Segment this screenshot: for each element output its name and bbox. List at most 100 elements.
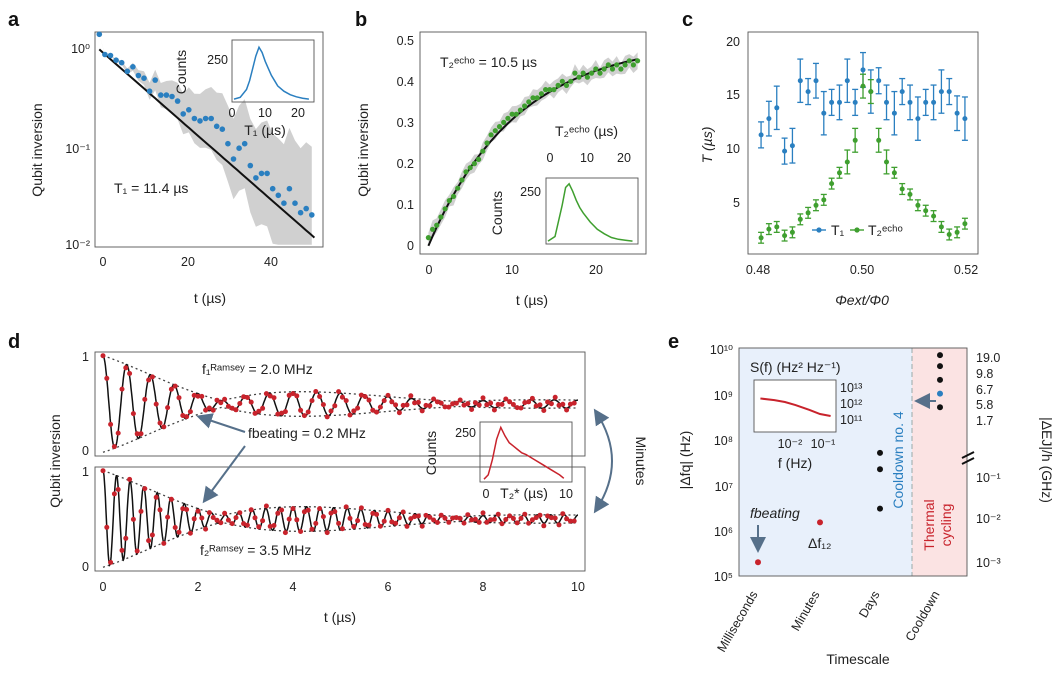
panel-a-frame — [94, 31, 324, 248]
d-data-point — [309, 526, 315, 532]
d-data-point — [130, 516, 136, 522]
d-data-point — [199, 393, 205, 399]
panel-b-frame — [419, 31, 647, 255]
d-data-point — [408, 393, 414, 399]
d-data-point — [484, 402, 490, 408]
d-data-point — [214, 517, 220, 523]
b-data-point — [442, 206, 448, 212]
a-data-point — [141, 75, 147, 81]
d-data-point — [275, 411, 281, 417]
e-inset-ytick: 10¹² — [840, 397, 862, 411]
a-data-point — [213, 123, 220, 130]
a-ytick: 10⁰ — [71, 42, 90, 56]
b-data-point — [618, 66, 624, 72]
d-ytick: 0 — [82, 560, 89, 574]
e-ytick: 10⁹ — [714, 389, 733, 403]
c-data-point — [923, 99, 929, 105]
e-ytick: 10⁵ — [714, 570, 733, 584]
panel-d-top-frame — [94, 351, 586, 457]
b-data-point — [609, 66, 616, 72]
d-data-point — [256, 524, 262, 530]
d-data-point — [495, 511, 501, 517]
a-inset-xtick: 10 — [258, 106, 272, 120]
d-data-point — [404, 523, 410, 529]
d-data-point — [149, 532, 155, 538]
e-y2tick: 5.8 — [976, 398, 993, 412]
d-data-point — [233, 515, 239, 521]
d-data-point — [146, 377, 152, 383]
a-fit-label: T₁ = 11.4 µs — [114, 180, 188, 196]
a-data-point — [269, 185, 276, 192]
b-data-point — [534, 95, 540, 101]
c-data-point — [774, 224, 780, 230]
d-data-point — [442, 515, 448, 521]
d-data-point — [328, 510, 334, 516]
d-data-point — [313, 389, 319, 394]
d-data-point — [431, 396, 437, 402]
c-data-point — [868, 89, 874, 95]
c-data-point — [946, 232, 952, 237]
d-data-point — [529, 517, 535, 523]
d-data-point — [408, 516, 414, 522]
c-data-point — [954, 229, 960, 235]
b-inset-title: T₂ᵉᶜʰᵒ (µs) — [555, 123, 618, 139]
d-data-point — [290, 506, 296, 512]
d-data-point — [210, 515, 216, 520]
b-data-point — [425, 235, 431, 241]
d-data-point — [461, 520, 467, 526]
d-minutes-label: Minutes — [633, 436, 649, 485]
d-data-point — [104, 375, 110, 381]
d-data-point — [237, 401, 243, 406]
d-data-point — [552, 394, 558, 400]
d-data-point — [320, 402, 326, 408]
d-data-point — [560, 401, 566, 407]
d-data-point — [415, 513, 421, 519]
d-data-point — [518, 515, 524, 521]
d-data-point — [457, 516, 463, 521]
d-data-point — [469, 517, 475, 523]
d-data-point — [484, 519, 490, 525]
d-data-point — [187, 530, 193, 536]
b-inset-xtick: 20 — [617, 151, 631, 165]
d-xtick: 8 — [480, 580, 487, 594]
a-data-point — [202, 115, 209, 122]
b-data-point — [455, 185, 461, 191]
e-y2tick: 1.7 — [976, 414, 993, 428]
e-band-red — [912, 348, 967, 576]
d-data-point — [472, 400, 478, 406]
c-legend-label-t2: T₂ᵉᶜʰᵒ — [868, 222, 903, 238]
b-data-point — [605, 62, 611, 68]
c-data-point — [805, 210, 811, 216]
a-xlabel: t (µs) — [194, 290, 226, 306]
d-data-point — [377, 523, 383, 529]
d-data-point — [241, 394, 247, 400]
a-data-point — [163, 92, 170, 98]
e-y2tick: 6.7 — [976, 383, 993, 397]
e-y2tick: 10⁻³ — [976, 556, 1001, 570]
d-data-point — [271, 523, 277, 528]
d-data-point — [187, 409, 193, 415]
d-data-point — [571, 400, 577, 406]
e-inset-xtick: 10⁻¹ — [811, 437, 836, 451]
c-data-point — [758, 235, 764, 241]
d-data-point — [529, 395, 535, 401]
a-uncertainty-band — [99, 34, 312, 245]
d-data-point — [313, 520, 319, 526]
d-data-point — [172, 525, 178, 530]
b-data-point — [505, 115, 511, 121]
d-data-point — [279, 410, 285, 416]
d-data-point — [518, 405, 524, 411]
a-data-point — [241, 140, 248, 147]
d-data-point — [495, 401, 501, 407]
a-data-point — [152, 77, 158, 83]
d-arrow-top — [196, 413, 246, 433]
d-data-point — [317, 506, 323, 512]
a-data-point — [130, 64, 136, 70]
b-data-point — [501, 119, 507, 125]
d-ytick: 0 — [82, 444, 89, 458]
b-fit-label: T₂ᵉᶜʰᵒ = 10.5 µs — [440, 54, 537, 70]
a-inset-xlabel: T₁ (µs) — [244, 122, 286, 138]
a-data-point — [191, 115, 198, 122]
d-data-point — [111, 444, 117, 450]
d-data-point — [271, 395, 277, 401]
